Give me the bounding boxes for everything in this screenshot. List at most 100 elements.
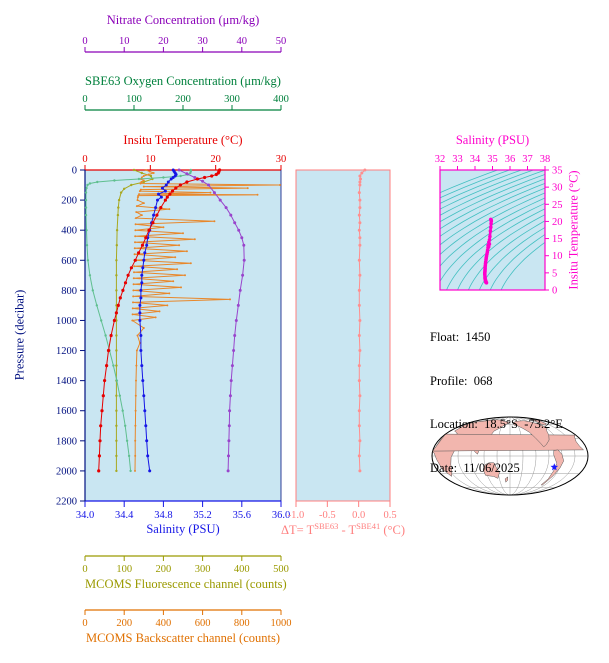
backscatter-tick-label: 400 xyxy=(156,618,172,629)
temperature-tick-label: 30 xyxy=(276,154,287,165)
backscatter-axis: 0 200 400 600 800 1000 xyxy=(82,609,292,629)
pressure-axis: 0 200 400 600 800 1000 1200 1400 1600 1800 2000 220… xyxy=(56,166,282,508)
oxygen-axis-title: SBE63 Oxygen Concentration (μm/kg) xyxy=(85,74,281,88)
delta-t-title-pre: ΔT= T xyxy=(280,523,315,538)
pressure-tick-label: 0 xyxy=(72,166,77,177)
fluorescence-tick-label: 400 xyxy=(234,564,250,575)
backscatter-tick-label: 200 xyxy=(116,618,132,629)
pressure-tick-label: 600 xyxy=(61,256,77,267)
fluorescence-tick-label: 100 xyxy=(116,564,132,575)
ts-temperature-tick-label: 10 xyxy=(552,251,563,262)
oxygen-tick-label: 300 xyxy=(224,94,240,105)
pressure-tick-label: 2000 xyxy=(56,466,77,477)
fluorescence-tick-label: 300 xyxy=(195,564,211,575)
location-line: Location: 18.5°S -73.2°E xyxy=(430,417,563,431)
float-id-line: Float: 1450 xyxy=(430,330,491,344)
salinity-axis-title: Salinity (PSU) xyxy=(146,522,220,536)
ts-temperature-axis-title: Insitu Temperature (°C) xyxy=(566,170,581,290)
ts-salinity-tick-label: 32 xyxy=(435,154,446,165)
oxygen-tick-label: 400 xyxy=(273,94,289,105)
temperature-tick-label: 10 xyxy=(145,154,156,165)
nitrate-axis: 0 10 20 30 40 50 xyxy=(82,36,287,53)
pressure-tick-label: 800 xyxy=(61,286,77,297)
ts-temperature-tick-label: 30 xyxy=(552,183,563,194)
pressure-tick-label: 1000 xyxy=(56,316,77,327)
ts-salinity-tick-label: 36 xyxy=(505,154,516,165)
profile-number-line: Profile: 068 xyxy=(430,373,493,388)
map-outline xyxy=(431,416,589,496)
pressure-tick-label: 400 xyxy=(61,226,77,237)
main-profile-plot: 34.0 34.4 34.8 35.2 35.6 36.00 100 200 300 400 500… xyxy=(56,36,292,629)
delta-t-title-sup1: SBE63 xyxy=(314,521,339,531)
ts-salinity-tick-label: 35 xyxy=(487,154,498,165)
nitrate-axis-title: Nitrate Concentration (μm/kg) xyxy=(106,13,260,27)
temperature-axis: 0 10 20 30 xyxy=(82,154,287,171)
backscatter-tick-label: 1000 xyxy=(271,618,292,629)
ts-curve xyxy=(483,217,494,285)
oxygen-axis: 0 100 200 300 400 xyxy=(82,94,289,111)
fluorescence-tick-label: 500 xyxy=(273,564,289,575)
nitrate-tick-label: 30 xyxy=(197,36,208,47)
ts-salinity-tick-label: 33 xyxy=(452,154,463,165)
delta-t-axis-title: ΔT= TSBE63 - TSBE41 (°C) xyxy=(281,521,405,538)
backscatter-profile-curve xyxy=(131,169,281,472)
fluorescence-axis-title: MCOMS Fluorescence channel (counts) xyxy=(85,577,287,591)
fluorescence-profile-curve xyxy=(115,168,154,473)
float-info: Float: 1450 Profile: 068 Location: 18.5°… xyxy=(430,301,563,504)
fluorescence-axis: 0 100 200 300 400 500 xyxy=(82,555,289,575)
delta-t-title-post: (°C) xyxy=(380,523,406,538)
nitrate-profile-curve xyxy=(177,168,246,473)
delta-t-tick-label: -1.0 xyxy=(288,510,305,521)
salinity-profile-curve xyxy=(138,168,178,473)
ts-temperature-tick-label: 0 xyxy=(552,286,557,297)
temperature-tick-label: 0 xyxy=(82,154,87,165)
pressure-tick-label: 200 xyxy=(61,196,77,207)
backscatter-axis-title: MCOMS Backscatter channel (counts) xyxy=(85,631,281,645)
salinity-tick-label: 36.0 xyxy=(272,510,290,521)
nitrate-tick-label: 50 xyxy=(276,36,287,47)
density-contours xyxy=(440,170,545,290)
backscatter-tick-label: 800 xyxy=(234,618,250,629)
date-line: Date: 11/06/2025 xyxy=(430,460,520,475)
salinity-tick-label: 34.0 xyxy=(76,510,94,521)
backscatter-tick-label: 0 xyxy=(82,618,87,629)
ts-temperature-tick-label: 15 xyxy=(552,234,563,245)
fluorescence-tick-label: 0 xyxy=(82,564,87,575)
ts-salinity-axis-title: Salinity (PSU) xyxy=(455,133,530,147)
ts-temperature-tick-label: 20 xyxy=(552,217,563,228)
delta-t-tick-label: 0.0 xyxy=(352,510,365,521)
nitrate-tick-label: 40 xyxy=(237,36,248,47)
ts-temperature-tick-label: 35 xyxy=(552,166,563,177)
ts-salinity-tick-label: 38 xyxy=(540,154,551,165)
oxygen-tick-label: 200 xyxy=(175,94,191,105)
delta-t-tick-label: -0.5 xyxy=(319,510,336,521)
ts-salinity-tick-label: 34 xyxy=(470,154,481,165)
ts-salinity-tick-label: 37 xyxy=(522,154,533,165)
pressure-tick-label: 1200 xyxy=(56,346,77,357)
salinity-axis: 34.0 34.4 34.8 35.2 35.6 36.0 xyxy=(76,500,290,521)
salinity-tick-label: 34.4 xyxy=(115,510,134,521)
ts-temperature-tick-label: 5 xyxy=(552,268,557,279)
ts-diagram: 32 33 34 35 36 37 38 0 5 10 15 20 25 30 35 xyxy=(435,154,563,297)
delta-t-plot-area xyxy=(296,170,390,501)
nitrate-tick-label: 20 xyxy=(158,36,169,47)
backscatter-tick-label: 600 xyxy=(195,618,211,629)
delta-t-tick-label: 0.5 xyxy=(383,510,396,521)
nitrate-tick-label: 0 xyxy=(82,36,87,47)
salinity-tick-label: 35.6 xyxy=(233,510,251,521)
salinity-tick-label: 35.2 xyxy=(193,510,211,521)
oxygen-tick-label: 0 xyxy=(82,94,87,105)
salinity-tick-label: 34.8 xyxy=(154,510,172,521)
delta-t-title-sup2: SBE41 xyxy=(356,521,381,531)
fluorescence-tick-label: 200 xyxy=(156,564,172,575)
map-land xyxy=(432,418,585,486)
oxygen-tick-label: 100 xyxy=(126,94,142,105)
temperature-tick-label: 20 xyxy=(210,154,221,165)
pressure-tick-label: 1400 xyxy=(56,376,77,387)
delta-t-curve xyxy=(357,168,367,473)
nitrate-tick-label: 10 xyxy=(119,36,130,47)
ts-temperature-tick-label: 25 xyxy=(552,200,563,211)
delta-t-plot: -1.0 -0.5 0.0 0.5 xyxy=(288,168,397,521)
